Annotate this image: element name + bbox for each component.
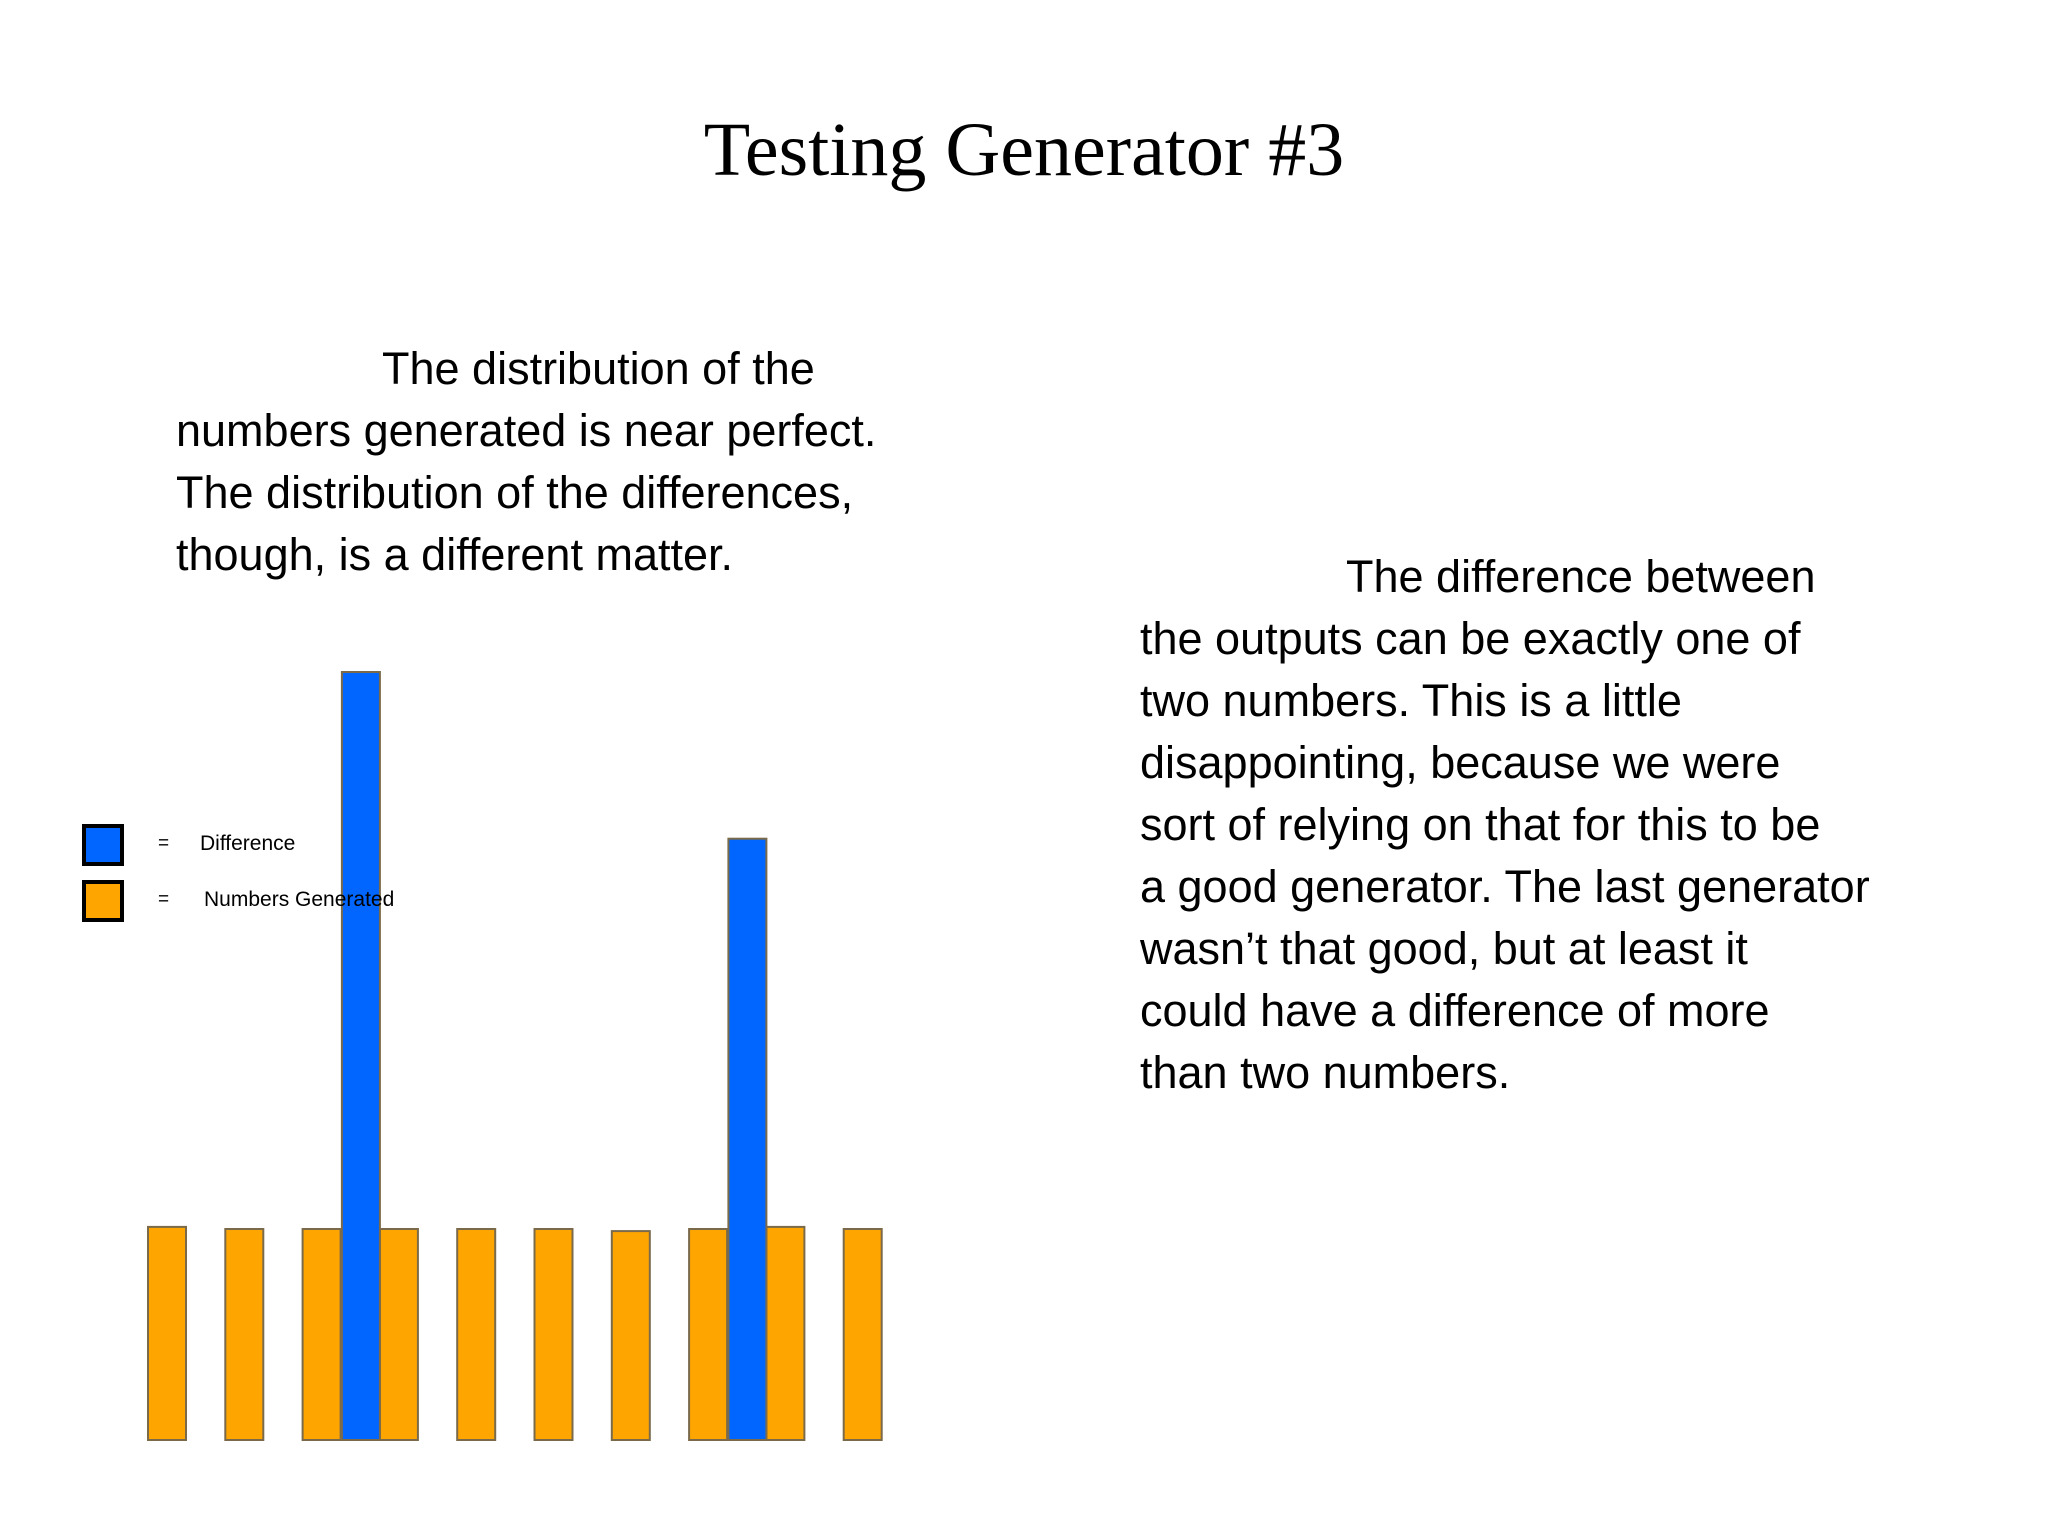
chart-legend: = Difference = Numbers Generated (82, 824, 422, 934)
numbers-generated-bar (378, 1228, 419, 1441)
legend-equals-sign: = (158, 889, 170, 910)
right-text-line: could have a difference of more (1140, 985, 1770, 1036)
right-text-line: than two numbers. (1140, 1047, 1511, 1098)
numbers-generated-bar (688, 1228, 729, 1441)
right-text-line: The difference between (1346, 551, 1816, 602)
numbers-generated-bar (765, 1225, 806, 1442)
numbers-generated-bar (456, 1228, 497, 1441)
numbers-generated-bar (610, 1230, 651, 1441)
legend-label-difference: Difference (200, 832, 296, 855)
numbers-generated-bar (147, 1225, 187, 1442)
right-text-line: two numbers. This is a little (1140, 675, 1682, 726)
left-text-block: The distribution of the numbers generate… (176, 338, 936, 586)
legend-equals-sign: = (158, 833, 170, 854)
legend-label-numbers-generated: Numbers Generated (204, 888, 395, 911)
numbers-generated-bar (301, 1228, 342, 1441)
difference-series (340, 671, 768, 1441)
difference-bar (727, 837, 768, 1441)
legend-swatch-numbers-generated (82, 880, 124, 922)
left-text-line: though, is a different matter. (176, 529, 734, 580)
right-text-line: a good generator. The last generator (1140, 861, 1870, 912)
difference-bar (340, 671, 381, 1441)
legend-swatch-difference (82, 824, 124, 866)
right-text-line: sort of relying on that for this to be (1140, 799, 1821, 850)
left-text-line: The distribution of the (382, 343, 815, 394)
right-text-line: the outputs can be exactly one of (1140, 613, 1801, 664)
legend-item-numbers-generated: = Numbers Generated (82, 880, 422, 924)
left-text-line: numbers generated is near perfect. (176, 405, 877, 456)
numbers-generated-bar (533, 1228, 574, 1441)
left-text-line: The distribution of the differences, (176, 467, 854, 518)
right-text-block: The difference between the outputs can b… (1140, 546, 1940, 1104)
slide-title: Testing Generator #3 (703, 108, 1345, 192)
legend-item-difference: = Difference (82, 824, 422, 868)
numbers-generated-bar (842, 1228, 883, 1441)
right-text-line: wasn’t that good, but at least it (1140, 923, 1748, 974)
numbers-generated-series (147, 1225, 883, 1442)
right-text-line: disappointing, because we were (1140, 737, 1781, 788)
numbers-generated-bar (224, 1228, 265, 1441)
